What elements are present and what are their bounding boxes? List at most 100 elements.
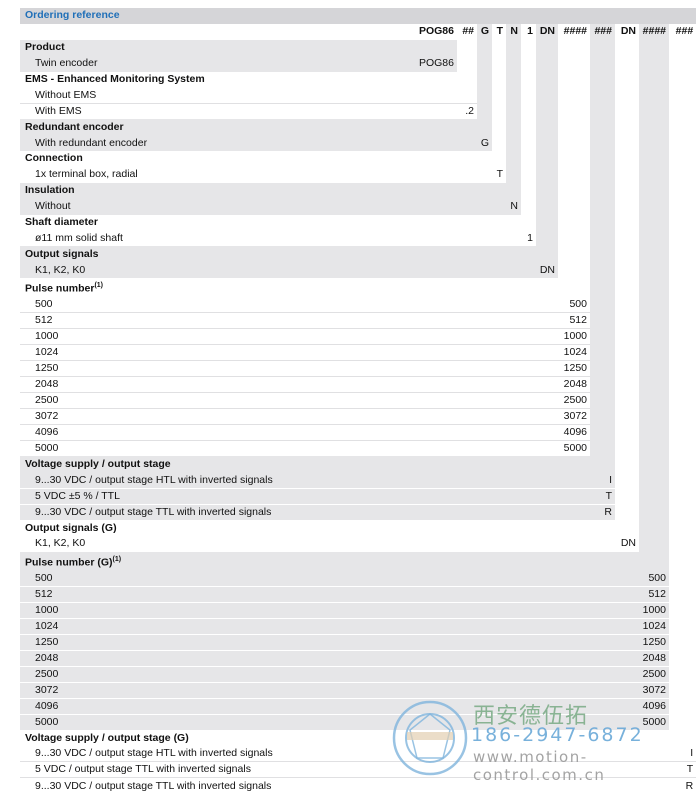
column-stripe-cell — [615, 198, 639, 215]
column-stripe-cell — [669, 698, 697, 715]
option-label: K1, K2, K0 — [20, 262, 536, 279]
column-stripe-cell — [669, 360, 697, 377]
option-label: Without EMS — [20, 87, 457, 104]
option-row: 4096 4096 — [20, 697, 697, 715]
option-code: 2500 — [639, 665, 669, 683]
option-label: Twin encoder — [20, 55, 413, 72]
column-stripe-cell — [521, 39, 536, 56]
option-label: With EMS — [20, 102, 457, 120]
column-stripe-cell — [492, 135, 506, 152]
column-stripe-cell — [558, 166, 590, 183]
option-code: 2048 — [639, 649, 669, 667]
option-row: 3072 3072 — [20, 408, 697, 425]
column-stripe-cell — [558, 87, 590, 104]
column-stripe-cell — [615, 135, 639, 152]
section-heading: Output signals — [20, 246, 558, 263]
option-code: I — [669, 746, 697, 762]
column-stripe-cell — [590, 246, 615, 263]
column-stripe-cell — [590, 103, 615, 120]
section-heading-text: Pulse number — [25, 282, 95, 295]
option-label: 4096 — [20, 424, 558, 441]
column-stripe-cell — [615, 87, 639, 104]
column-stripe-cell — [639, 456, 669, 473]
option-code: POG86 — [413, 55, 457, 72]
column-stripe-cell — [669, 586, 697, 603]
column-stripe-cell — [639, 312, 669, 329]
column-stripe-cell — [639, 296, 669, 313]
column-stripe-cell — [639, 103, 669, 120]
option-code: N — [506, 198, 521, 215]
column-stripe-cell — [615, 504, 639, 521]
column-stripe-cell — [615, 456, 639, 473]
column-stripe-cell — [615, 440, 639, 457]
code-header-5: 1 — [521, 23, 536, 40]
option-label: Without — [20, 198, 506, 215]
column-stripe-cell — [521, 166, 536, 183]
column-stripe-cell — [669, 440, 697, 457]
column-stripe-cell — [506, 103, 521, 120]
column-stripe-cell — [639, 39, 669, 56]
column-stripe-cell — [615, 262, 639, 279]
column-stripe-cell — [669, 408, 697, 425]
option-code: DN — [615, 535, 639, 552]
column-stripe-cell — [558, 55, 590, 72]
column-stripe-cell — [506, 87, 521, 104]
column-stripe-cell — [615, 214, 639, 231]
column-stripe-cell — [536, 87, 558, 104]
option-code: 1 — [521, 230, 536, 247]
column-stripe-cell — [639, 262, 669, 279]
column-stripe-cell — [639, 376, 669, 393]
column-stripe-cell — [615, 392, 639, 409]
option-row: ø11 mm solid shaft 1 — [20, 230, 697, 247]
column-stripe-cell — [639, 278, 669, 297]
section-heading-text: EMS - Enhanced Monitoring System — [25, 73, 205, 85]
column-stripe-cell — [615, 55, 639, 72]
column-stripe-cell — [615, 344, 639, 361]
section-heading: Voltage supply / output stage — [20, 456, 615, 473]
column-stripe-cell — [639, 488, 669, 505]
option-label: 1250 — [20, 633, 639, 651]
section-heading: Voltage supply / output stage (G) — [20, 730, 697, 747]
column-stripe-cell — [492, 87, 506, 104]
title-row: Ordering reference — [20, 8, 697, 24]
column-stripe-cell — [615, 312, 639, 329]
column-stripe-cell — [492, 39, 506, 56]
option-row: 2500 2500 — [20, 665, 697, 683]
section-heading-text: Pulse number (G) — [25, 556, 113, 569]
section-heading: Pulse number(1) — [20, 278, 590, 297]
option-row: 1250 1250 — [20, 360, 697, 377]
option-label: 5 VDC / output stage TTL with inverted s… — [20, 761, 669, 778]
column-stripe-cell — [639, 392, 669, 409]
column-stripe-cell — [639, 135, 669, 152]
column-stripe-cell — [669, 262, 697, 279]
column-stripe-cell — [615, 376, 639, 393]
code-header-0: POG86 — [413, 23, 457, 40]
column-stripe-cell — [639, 71, 669, 88]
option-code: 1250 — [558, 360, 590, 377]
option-label: 512 — [20, 312, 558, 329]
column-stripe-cell — [615, 182, 639, 199]
section-heading: Shaft diameter — [20, 214, 536, 231]
column-stripe-cell — [477, 55, 492, 72]
section-heading-text: Voltage supply / output stage — [25, 457, 171, 470]
code-header-11: ### — [669, 23, 697, 40]
column-stripe-cell — [669, 296, 697, 313]
option-label: 2048 — [20, 376, 558, 393]
option-row: 1024 1024 — [20, 617, 697, 635]
column-stripe-cell — [558, 71, 590, 88]
column-stripe-cell — [536, 103, 558, 120]
column-stripe-cell — [639, 520, 669, 536]
column-stripe-cell — [615, 71, 639, 88]
option-code: 1000 — [558, 328, 590, 345]
column-stripe-cell — [590, 392, 615, 409]
option-code: 500 — [558, 296, 590, 313]
column-stripe-cell — [590, 312, 615, 329]
option-row: 1000 1000 — [20, 601, 697, 619]
option-row: 1000 1000 — [20, 328, 697, 345]
column-stripe-cell — [669, 650, 697, 667]
option-code: 1000 — [639, 601, 669, 619]
option-row: 500 500 — [20, 570, 697, 587]
column-stripe-cell — [590, 262, 615, 279]
section-heading-text: Redundant encoder — [25, 120, 124, 133]
column-stripe-cell — [590, 39, 615, 56]
